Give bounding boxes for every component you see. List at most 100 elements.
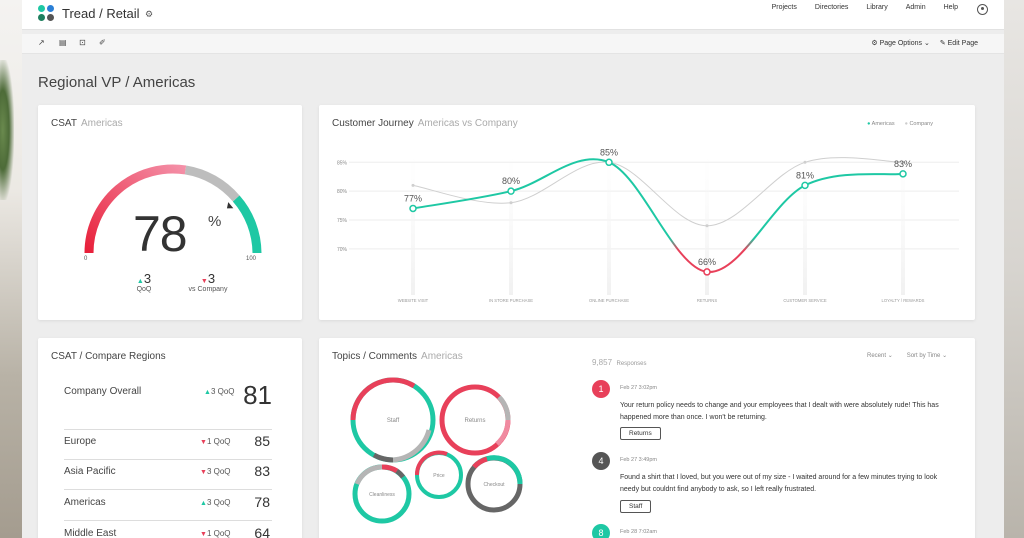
region-change-value: 3 [206, 498, 212, 507]
app-title: Tread / Retail [62, 6, 140, 21]
bubble-staff[interactable]: Staff [350, 377, 436, 463]
comment-badge: 4 [592, 452, 610, 470]
bubble-label: Staff [387, 418, 400, 424]
comment-tag-button[interactable]: Returns [620, 427, 661, 440]
x-tick-label: WEBSITE VISIT [398, 298, 429, 303]
bubble-label: Returns [464, 418, 485, 424]
legend-company[interactable]: ● Company [904, 121, 933, 127]
sort-time-label: Sort by Time [906, 353, 941, 359]
bubble-cleanliness[interactable]: Cleanliness [352, 464, 412, 524]
bubble-label: Checkout [483, 482, 505, 488]
topics-comments-card: Topics / Comments Americas 9,857 Response… [319, 338, 975, 538]
y-tick-label: 75% [337, 218, 348, 224]
region-change: ▼1 QoQ [200, 529, 231, 538]
trend-icon[interactable]: ↗ [38, 38, 45, 47]
category-column [901, 155, 905, 295]
toolbar: ↗ ▤ ⊡ ✐ ⚙ Page Options ⌄ ✎ Edit Page [22, 34, 1004, 54]
edit-page-label: Edit Page [947, 40, 978, 47]
logo-icon[interactable] [38, 5, 56, 23]
gear-icon[interactable]: ⚙ [145, 9, 154, 19]
bubble-checkout[interactable]: Checkout [465, 455, 523, 513]
company-point [901, 160, 905, 164]
region-change: ▼1 QoQ [200, 437, 231, 446]
pin-icon[interactable]: ✐ [99, 38, 106, 47]
topics-subtitle: Americas [421, 351, 463, 362]
csat-unit: % [208, 213, 222, 230]
category-column [607, 155, 611, 295]
region-change-label: QoQ [213, 467, 231, 476]
journey-title-label: Customer Journey [332, 118, 414, 129]
edit-page-button[interactable]: ✎ Edit Page [940, 39, 978, 47]
region-name: Asia Pacific [64, 466, 116, 477]
nav-library[interactable]: Library [866, 4, 888, 11]
csat-vs-value: 3 [207, 271, 216, 286]
bubble-price[interactable]: Price [414, 450, 463, 499]
company-point [705, 224, 709, 228]
nav-directories[interactable]: Directories [814, 4, 849, 11]
csat-gauge: 0 100 [84, 164, 262, 262]
comment-text: Found a shirt that I loved, but you were… [620, 474, 938, 493]
export-icon[interactable]: ⊡ [79, 38, 86, 47]
category-column [803, 155, 807, 295]
csat-subtitle: Americas [80, 118, 123, 129]
page-options-button[interactable]: ⚙ Page Options ⌄ [871, 39, 929, 47]
nav-admin[interactable]: Admin [905, 4, 926, 11]
gauge-red-segment [84, 164, 187, 254]
legend-company-label: Company [909, 121, 933, 127]
csat-vs-label: vs Company [188, 286, 228, 293]
x-tick-label: LOYALTY / REWARDS [882, 298, 925, 303]
journey-chart: 85% 80% 75% 70% WEBSITE VISIT IN STORE PURCH… [337, 147, 959, 303]
csat-qoq-value: 3 [143, 271, 152, 286]
region-change: ▲3 QoQ [204, 387, 235, 396]
comment-item[interactable]: 8 Feb 28 7:02am [592, 524, 932, 538]
x-tick-label: ONLINE PURCHASE [589, 298, 629, 303]
x-tick-label: RETURNS [697, 298, 717, 303]
comment-item[interactable]: 4 Feb 27 3:49pm Found a shirt that I lov… [592, 452, 937, 522]
category-column [509, 155, 513, 295]
region-value: 81 [243, 380, 272, 410]
region-row[interactable]: Americas ▲3 QoQ 78 [64, 491, 272, 521]
comment-tag-button[interactable]: Staff [620, 500, 652, 513]
region-row[interactable]: Europe ▼1 QoQ 85 [64, 430, 272, 460]
region-change-value: 1 [206, 437, 212, 446]
y-tick-label: 85% [337, 160, 348, 166]
pencil-icon: ✎ [939, 40, 946, 47]
region-change-label: QoQ [213, 498, 231, 507]
journey-subtitle: Americas vs Company [417, 118, 518, 129]
user-icon[interactable] [977, 4, 988, 15]
region-name: Europe [64, 436, 97, 447]
region-value: 85 [254, 433, 270, 449]
nav-help[interactable]: Help [943, 4, 958, 11]
nav-projects[interactable]: Projects [771, 4, 797, 11]
legend-americas[interactable]: ● Americas [867, 121, 895, 127]
comment-date: Feb 27 3:02pm [620, 385, 657, 391]
sort-time-dropdown[interactable]: Sort by Time ⌄ [907, 352, 947, 359]
page-title: Regional VP / Americas [38, 74, 196, 91]
sort-controls: Recent ⌄ Sort by Time ⌄ [867, 352, 947, 359]
company-series-line [412, 157, 904, 227]
responses-count: 9,857 Responses [592, 352, 647, 370]
chevron-down-icon: ⌄ [923, 40, 930, 47]
company-point [803, 160, 807, 164]
responses-label: Responses [616, 361, 647, 367]
csat-card: CSAT Americas 0 100 78 % ▲3 QoQ ▼3 vs Com… [38, 105, 302, 320]
comment-item[interactable]: 1 Feb 27 3:02pm Your return policy needs… [592, 380, 939, 450]
region-row[interactable]: Asia Pacific ▼3 QoQ 83 [64, 460, 272, 490]
csat-value: 78 [133, 206, 188, 262]
comment-badge: 8 [592, 524, 610, 538]
chevron-down-icon: ⌄ [887, 353, 893, 359]
document-icon[interactable]: ▤ [59, 38, 67, 47]
topics-bubbles: Staff Returns Price Checkout [350, 377, 523, 524]
region-row[interactable]: Middle East ▼1 QoQ 64 [64, 522, 272, 538]
region-value: 78 [254, 494, 270, 510]
region-row-overall[interactable]: Company Overall ▲3 QoQ 81 [64, 378, 272, 430]
csat-title-label: CSAT [51, 118, 77, 129]
comment-badge: 1 [592, 380, 610, 398]
x-tick-label: IN STORE PURCHASE [489, 298, 533, 303]
journey-legend: ● Americas ● Company [867, 121, 933, 127]
sort-recent-dropdown[interactable]: Recent ⌄ [867, 352, 893, 359]
data-label: 77% [404, 193, 422, 203]
bubble-returns[interactable]: Returns [439, 384, 511, 456]
bubble-label: Price [433, 473, 445, 479]
region-name: Company Overall [64, 386, 142, 397]
